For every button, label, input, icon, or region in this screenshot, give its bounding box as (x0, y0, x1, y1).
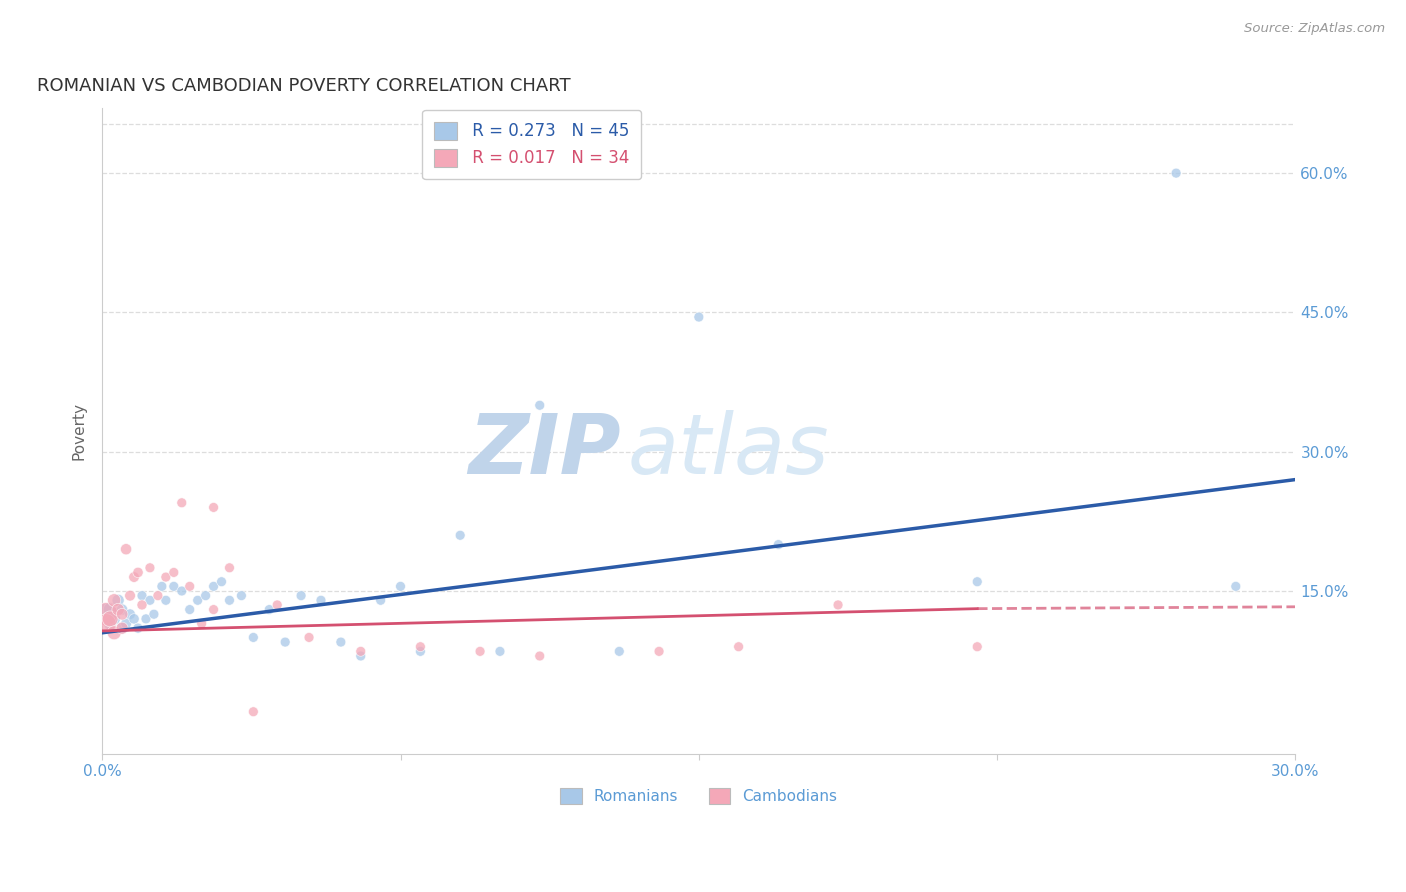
Point (155, 593, 177, 607)
Point (242, 631, 264, 645)
Point (150, 579, 173, 593)
Point (727, 640, 749, 654)
Point (274, 635, 297, 649)
Point (202, 579, 225, 593)
Point (98, 612, 121, 626)
Point (107, 593, 129, 607)
Point (118, 589, 141, 603)
Text: atlas: atlas (627, 409, 830, 491)
Point (96, 607, 118, 622)
Point (688, 310, 710, 324)
Point (163, 566, 186, 580)
Point (202, 500, 225, 515)
Point (489, 644, 512, 658)
Point (218, 561, 240, 575)
Point (1166, 166, 1188, 180)
Text: Source: ZipAtlas.com: Source: ZipAtlas.com (1244, 22, 1385, 36)
Point (350, 644, 373, 658)
Point (122, 612, 145, 626)
Point (179, 579, 201, 593)
Point (218, 593, 240, 607)
Point (309, 593, 332, 607)
Point (290, 589, 312, 603)
Point (170, 584, 193, 599)
Point (107, 602, 129, 616)
Point (607, 644, 630, 658)
Point (139, 593, 162, 607)
Point (231, 589, 253, 603)
Point (103, 612, 125, 626)
Point (827, 598, 849, 612)
Point (298, 631, 321, 645)
Point (449, 528, 471, 542)
Point (155, 570, 177, 584)
Point (139, 561, 162, 575)
Point (966, 640, 988, 654)
Point (187, 593, 209, 607)
Point (259, 602, 281, 616)
Text: ROMANIAN VS CAMBODIAN POVERTY CORRELATION CHART: ROMANIAN VS CAMBODIAN POVERTY CORRELATIO… (37, 78, 571, 95)
Point (529, 648, 551, 663)
Point (146, 589, 169, 603)
Point (529, 398, 551, 412)
Point (131, 598, 153, 612)
Point (115, 616, 138, 631)
Point (127, 621, 149, 635)
Point (111, 602, 134, 616)
Point (350, 648, 373, 663)
Point (111, 607, 134, 622)
Point (1225, 579, 1247, 593)
Point (190, 616, 212, 631)
Point (98, 602, 121, 616)
Point (266, 598, 288, 612)
Point (118, 607, 141, 622)
Point (242, 705, 264, 719)
Point (211, 574, 233, 589)
Point (127, 566, 149, 580)
Legend: Romanians, Cambodians: Romanians, Cambodians (554, 781, 844, 811)
Point (370, 593, 392, 607)
Point (648, 644, 671, 658)
Point (135, 612, 157, 626)
Point (409, 640, 432, 654)
Point (111, 621, 134, 635)
Point (163, 579, 186, 593)
Point (768, 538, 790, 552)
Point (202, 602, 225, 616)
Point (131, 589, 153, 603)
Point (329, 635, 352, 649)
Text: ZIP: ZIP (468, 409, 621, 491)
Point (389, 579, 412, 593)
Point (96, 616, 118, 631)
Point (409, 644, 432, 658)
Point (170, 496, 193, 510)
Point (98, 616, 121, 631)
Point (142, 607, 165, 622)
Point (96, 607, 118, 622)
Point (111, 621, 134, 635)
Point (179, 602, 201, 616)
Point (468, 644, 491, 658)
Point (115, 542, 138, 557)
Point (966, 574, 988, 589)
Point (103, 625, 125, 640)
Point (194, 589, 217, 603)
Point (122, 570, 145, 584)
Point (103, 593, 125, 607)
Y-axis label: Poverty: Poverty (72, 401, 86, 459)
